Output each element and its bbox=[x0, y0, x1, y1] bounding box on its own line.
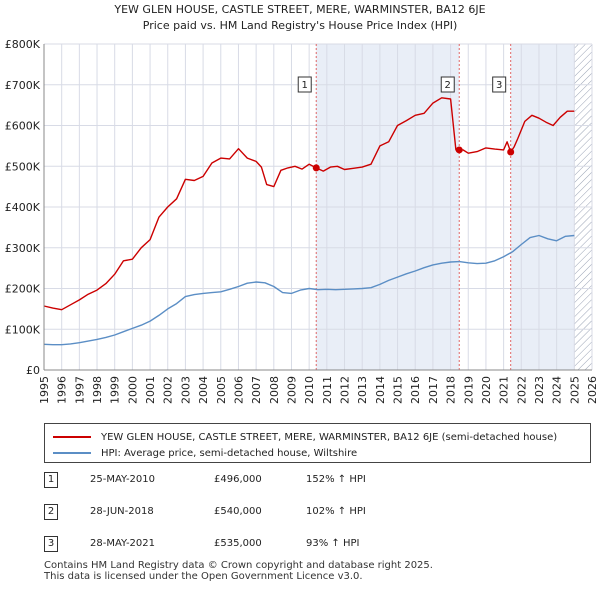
y-tick-label: £0 bbox=[26, 364, 40, 377]
x-tick-label: 2011 bbox=[321, 376, 334, 404]
sale-label-number: 2 bbox=[445, 80, 451, 91]
sale-hpi-change: 93% ↑ HPI bbox=[306, 538, 360, 549]
sale-row: 1 25-MAY-2010 £496,000 152% ↑ HPI bbox=[44, 472, 404, 490]
chart-title: YEW GLEN HOUSE, CASTLE STREET, MERE, WAR… bbox=[113, 3, 485, 16]
footer-copyright: Contains HM Land Registry data © Crown c… bbox=[44, 560, 433, 571]
x-tick-label: 2016 bbox=[409, 376, 422, 404]
sale-point bbox=[455, 146, 463, 154]
x-tick-label: 2004 bbox=[197, 376, 210, 404]
y-tick-label: £200K bbox=[5, 283, 41, 296]
y-tick-label: £500K bbox=[5, 160, 41, 173]
x-tick-label: 2009 bbox=[285, 376, 298, 404]
y-tick-label: £600K bbox=[5, 120, 41, 133]
legend-swatch-hpi bbox=[53, 452, 91, 454]
x-tick-label: 2007 bbox=[250, 376, 263, 404]
x-tick-label: 1999 bbox=[109, 376, 122, 404]
x-tick-label: 1997 bbox=[73, 376, 86, 404]
sale-label-box bbox=[440, 76, 455, 93]
legend-swatch-property bbox=[53, 436, 91, 438]
sale-point bbox=[312, 164, 320, 172]
y-tick-label: £100K bbox=[5, 323, 41, 336]
x-tick-label: 2008 bbox=[268, 376, 281, 404]
x-tick-label: 2019 bbox=[462, 376, 475, 404]
y-tick-label: £700K bbox=[5, 79, 41, 92]
x-tick-label: 2013 bbox=[356, 376, 369, 404]
y-tick-label: £300K bbox=[5, 242, 41, 255]
x-tick-label: 2012 bbox=[339, 376, 352, 404]
footer: Contains HM Land Registry data © Crown c… bbox=[44, 560, 433, 582]
sale-price: £540,000 bbox=[214, 506, 262, 517]
x-tick-label: 1995 bbox=[38, 376, 51, 404]
sale-price: £496,000 bbox=[214, 474, 262, 485]
y-tick-label: £400K bbox=[5, 201, 41, 214]
x-tick-label: 2023 bbox=[533, 376, 546, 404]
legend: YEW GLEN HOUSE, CASTLE STREET, MERE, WAR… bbox=[44, 423, 591, 463]
sale-date: 28-MAY-2021 bbox=[90, 538, 156, 549]
x-tick-label: 2017 bbox=[427, 376, 440, 404]
legend-item-property: YEW GLEN HOUSE, CASTLE STREET, MERE, WAR… bbox=[53, 429, 557, 445]
sale-hpi-change: 152% ↑ HPI bbox=[306, 474, 366, 485]
sale-row: 3 28-MAY-2021 £535,000 93% ↑ HPI bbox=[44, 536, 404, 554]
x-tick-label: 2003 bbox=[179, 376, 192, 404]
x-tick-label: 2018 bbox=[445, 376, 458, 404]
chart-subtitle: Price paid vs. HM Land Registry's House … bbox=[143, 19, 458, 32]
sale-label-box bbox=[297, 76, 312, 93]
sale-date: 28-JUN-2018 bbox=[90, 506, 154, 517]
x-tick-label: 1998 bbox=[91, 376, 104, 404]
sale-date: 25-MAY-2010 bbox=[90, 474, 156, 485]
x-tick-label: 1996 bbox=[56, 376, 69, 404]
x-tick-label: 2000 bbox=[126, 376, 139, 404]
sale-point bbox=[507, 148, 515, 156]
x-tick-label: 2015 bbox=[392, 376, 405, 404]
sale-number-badge: 1 bbox=[44, 472, 58, 488]
x-tick-label: 2020 bbox=[480, 376, 493, 404]
x-tick-label: 2002 bbox=[162, 376, 175, 404]
x-tick-label: 2021 bbox=[498, 376, 511, 404]
legend-label-property: YEW GLEN HOUSE, CASTLE STREET, MERE, WAR… bbox=[101, 431, 558, 443]
legend-label-hpi: HPI: Average price, semi-detached house,… bbox=[101, 447, 358, 459]
hpi-line bbox=[43, 234, 575, 346]
sale-hpi-change: 102% ↑ HPI bbox=[306, 506, 366, 517]
x-tick-label: 2022 bbox=[515, 376, 528, 404]
y-tick-label: £800K bbox=[5, 38, 41, 51]
sale-number-badge: 2 bbox=[44, 504, 58, 520]
sale-label-number: 3 bbox=[496, 80, 502, 91]
x-tick-label: 2014 bbox=[374, 376, 387, 404]
footer-licence: This data is licensed under the Open Gov… bbox=[44, 571, 363, 582]
price-chart: YEW GLEN HOUSE, CASTLE STREET, MERE, WAR… bbox=[5, 3, 599, 404]
x-tick-label: 2010 bbox=[303, 376, 316, 404]
sale-price: £535,000 bbox=[214, 538, 262, 549]
x-tick-label: 2005 bbox=[215, 376, 228, 404]
sale-label-box bbox=[492, 76, 507, 93]
x-tick-label: 2026 bbox=[586, 376, 599, 404]
legend-item-hpi: HPI: Average price, semi-detached house,… bbox=[53, 445, 357, 461]
sale-label-number: 1 bbox=[302, 80, 308, 91]
x-tick-label: 2006 bbox=[232, 376, 245, 404]
x-tick-label: 2001 bbox=[144, 376, 157, 404]
sale-number-badge: 3 bbox=[44, 536, 58, 552]
sale-row: 2 28-JUN-2018 £540,000 102% ↑ HPI bbox=[44, 504, 404, 522]
x-tick-label: 2025 bbox=[568, 376, 581, 404]
x-tick-label: 2024 bbox=[551, 376, 564, 404]
property-price-line bbox=[43, 97, 575, 311]
